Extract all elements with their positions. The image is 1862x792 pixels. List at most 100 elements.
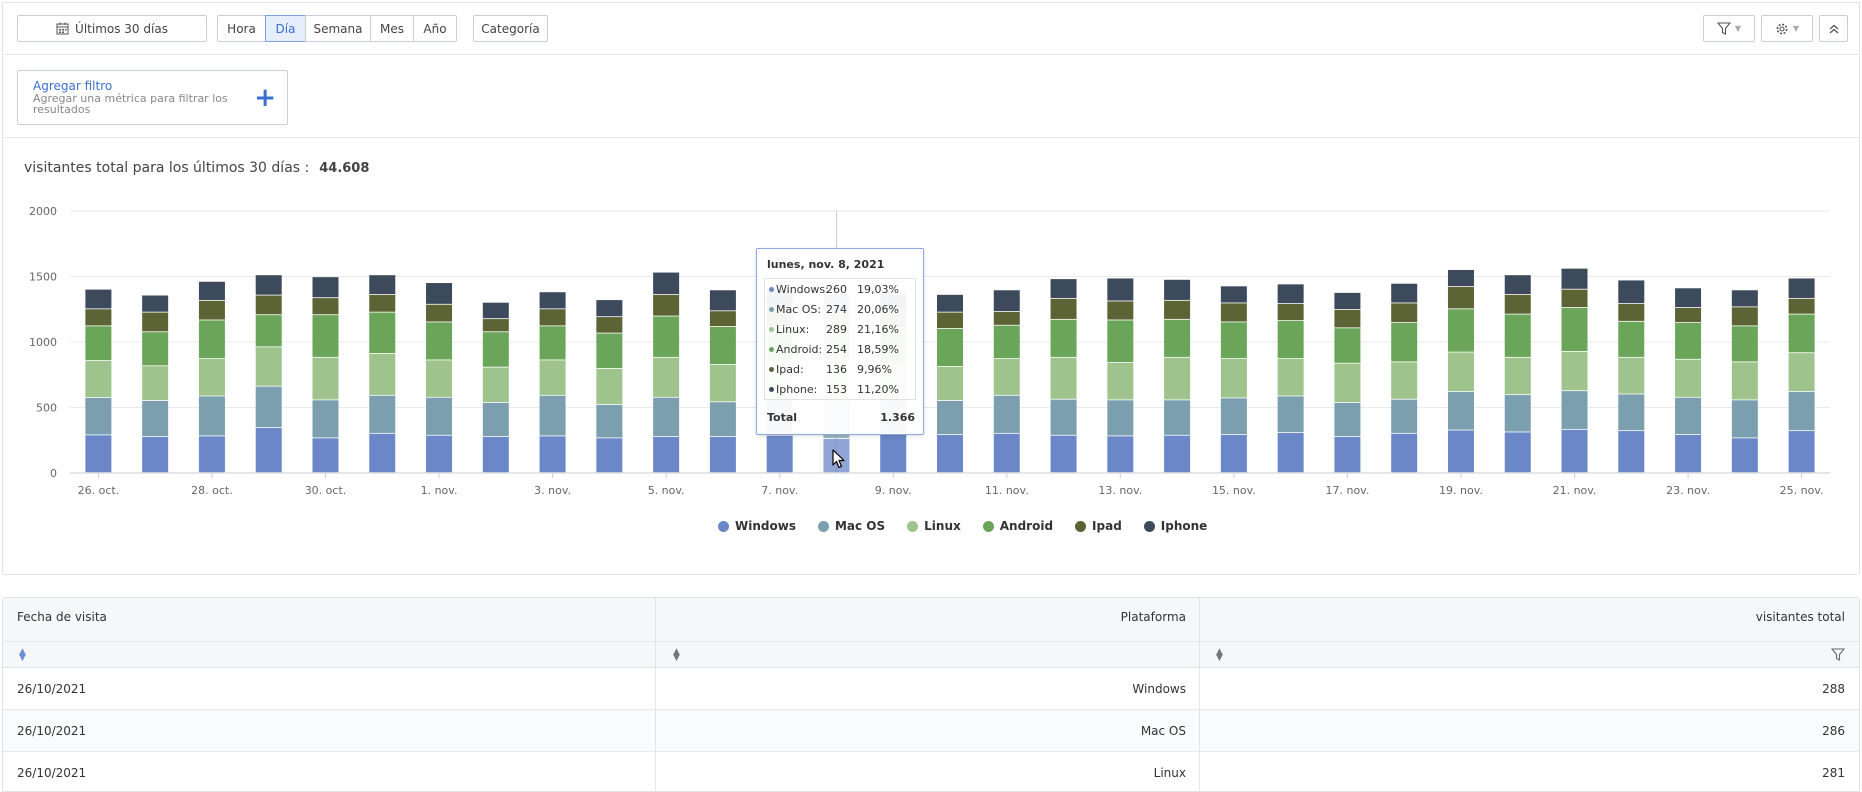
bar-segment-linux	[1618, 357, 1645, 394]
toolbar: Últimos 30 días Hora Día Semana Mes Año …	[2, 2, 1860, 55]
tooltip-row: Mac OS: 274 20,06%	[765, 299, 915, 319]
table-row[interactable]: 26/10/2021 Mac OS 286	[3, 710, 1859, 752]
bar-segment-ipad	[369, 294, 396, 312]
bar-segment-windows	[709, 436, 736, 473]
bar-segment-ipad	[142, 312, 169, 332]
granularity-ano-button[interactable]: Año	[413, 15, 457, 42]
bar-segment-ipad	[1731, 307, 1758, 326]
cell-visitors: 286	[1822, 724, 1845, 738]
bar-segment-mac-os	[1107, 400, 1134, 436]
bar-segment-windows	[312, 438, 339, 473]
bar-segment-iphone	[596, 300, 623, 317]
tooltip-title: lunes, nov. 8, 2021	[767, 258, 885, 271]
bar-segment-iphone	[1107, 278, 1134, 301]
bar-segment-linux	[709, 364, 736, 402]
bar-segment-mac-os	[1334, 402, 1361, 437]
date-range-button[interactable]: Últimos 30 días	[17, 15, 207, 42]
bar-segment-iphone	[1277, 284, 1304, 304]
cell-date: 26/10/2021	[17, 724, 87, 738]
bar-segment-ipad	[312, 298, 339, 315]
bar-segment-iphone	[426, 283, 453, 304]
col-header-visitors[interactable]: visitantes total	[1755, 610, 1845, 624]
bar-segment-linux	[1164, 357, 1191, 400]
bar-segment-linux	[1277, 359, 1304, 396]
bar-segment-mac-os	[85, 397, 112, 435]
bar-segment-iphone	[1164, 279, 1191, 300]
tooltip-row-count: 289	[826, 322, 847, 336]
bar-segment-android	[1731, 326, 1758, 362]
x-tick-label: 1. nov.	[421, 484, 458, 497]
col-header-date[interactable]: Fecha de visita	[17, 610, 107, 624]
legend-item-iphone[interactable]: Iphone	[1143, 519, 1207, 533]
bar-segment-ipad	[709, 311, 736, 327]
legend-item-linux[interactable]: Linux	[907, 519, 961, 533]
bar-segment-windows	[1561, 429, 1588, 473]
bar-segment-android	[1107, 320, 1134, 363]
x-tick-label: 21. nov.	[1553, 484, 1597, 497]
bar-segment-ipad	[1050, 298, 1077, 319]
legend-item-windows[interactable]: Windows	[718, 519, 796, 533]
granularity-semana-button[interactable]: Semana	[305, 15, 371, 42]
bar-segment-android	[142, 332, 169, 366]
tooltip-row-pct: 19,03%	[857, 282, 899, 296]
bar-segment-ipad	[1675, 307, 1702, 323]
table-row[interactable]: 26/10/2021 Linux 281	[3, 752, 1859, 792]
legend-item-ipad[interactable]: Ipad	[1075, 519, 1122, 533]
x-tick-label: 25. nov.	[1780, 484, 1824, 497]
table-row[interactable]: 26/10/2021 Windows 288	[3, 668, 1859, 710]
x-tick-label: 13. nov.	[1098, 484, 1142, 497]
bar-segment-iphone	[1504, 275, 1531, 295]
bar-segment-windows	[1618, 431, 1645, 473]
stacked-bar-chart: 0 500 1000 1500 2000 26. oct. 28. oct. 30. oct.…	[29, 205, 1830, 497]
bar-segment-mac-os	[937, 400, 963, 435]
bar-segment-windows	[1788, 431, 1815, 473]
sort-visitors-icon[interactable]: ▲ ▼	[1216, 647, 1223, 663]
x-tick-label: 11. nov.	[985, 484, 1029, 497]
legend-item-android[interactable]: Android	[982, 519, 1053, 533]
bar-segment-mac-os	[539, 395, 566, 436]
x-tick-label: 9. nov.	[875, 484, 912, 497]
bar-segment-iphone	[142, 295, 169, 312]
bar-segment-iphone	[312, 277, 339, 298]
granularity-hora-button[interactable]: Hora	[217, 15, 266, 42]
bar-segment-iphone	[85, 289, 112, 309]
bar-segment-linux	[142, 366, 169, 401]
bar-segment-windows	[369, 433, 396, 473]
bar-segment-iphone	[709, 290, 736, 311]
bar-segment-linux	[1220, 359, 1247, 398]
bar-segment-windows	[85, 435, 112, 473]
bar-segment-ipad	[1334, 309, 1361, 328]
legend-label: Ipad	[1092, 519, 1122, 533]
sort-platform-icon[interactable]: ▲ ▼	[673, 647, 680, 663]
bar-segment-android	[312, 315, 339, 357]
x-tick-label: 19. nov.	[1439, 484, 1483, 497]
bar-segment-ipad	[993, 311, 1020, 325]
bar-segment-android	[1447, 309, 1474, 352]
funnel-icon	[1716, 22, 1731, 35]
granularity-dia-button[interactable]: Día	[265, 15, 306, 42]
category-button[interactable]: Categoría	[473, 15, 548, 42]
settings-dropdown-button[interactable]: ▼	[1761, 15, 1813, 42]
bar-segment-ipad	[1277, 304, 1304, 321]
add-filter-button[interactable]: Agregar filtro Agregar una métrica para …	[17, 70, 288, 125]
bar-segment-linux	[539, 360, 566, 395]
tooltip-row: Android: 254 18,59%	[765, 339, 915, 359]
filter-bar: Agregar filtro Agregar una métrica para …	[2, 56, 1860, 138]
bar-segment-linux	[596, 368, 623, 405]
tooltip-total-value: 1.366	[880, 411, 915, 424]
bar-segment-iphone	[653, 272, 680, 295]
tooltip-row-name: Linux:	[765, 323, 824, 336]
bar-segment-mac-os	[482, 402, 509, 437]
filter-dropdown-button[interactable]: ▼	[1703, 15, 1755, 42]
collapse-button[interactable]	[1819, 15, 1848, 42]
bar-segment-linux	[312, 357, 339, 400]
sort-date-icon[interactable]: ▲ ▼	[19, 647, 26, 663]
bar-segment-windows	[653, 436, 680, 473]
table-header: Fecha de visita Plataforma visitantes to…	[3, 598, 1859, 668]
bar-segment-ipad	[1788, 298, 1815, 314]
bar-segment-android	[1334, 328, 1361, 363]
bar-segment-linux	[198, 359, 225, 396]
col-header-platform[interactable]: Plataforma	[1120, 610, 1186, 624]
column-filter-icon[interactable]	[1831, 648, 1845, 661]
legend-item-mac-os[interactable]: Mac OS	[817, 519, 885, 533]
